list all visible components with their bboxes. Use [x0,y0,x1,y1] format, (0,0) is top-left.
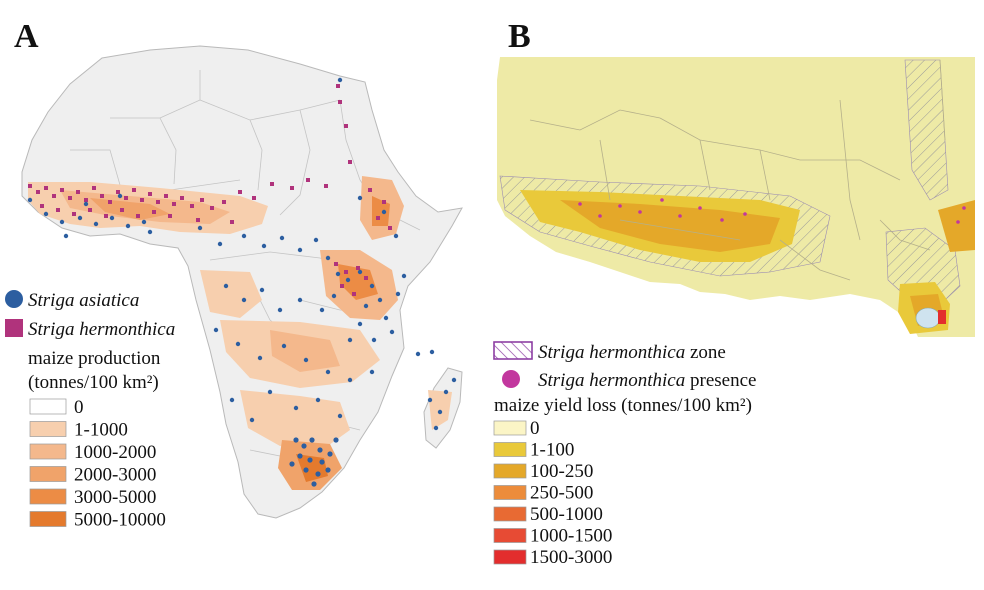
maize-production-swatch-2 [29,443,67,460]
africa-map [21,45,463,519]
yield-loss-swatch-0 [493,420,527,436]
yield-loss-ethiopia [938,200,975,252]
maize-production-label-5: 5000-10000 [74,510,166,531]
yield-loss-title: maize yield loss (tonnes/100 km²) [494,395,752,416]
yield-loss-label-0: 0 [530,418,540,439]
yield-loss-label-6: 1500-3000 [530,547,612,568]
maize-production-swatch-4 [29,488,67,505]
yield-loss-swatch-3 [493,485,527,500]
yield-loss-swatch-1 [493,442,527,457]
yield-loss-label-2: 100-250 [530,461,593,482]
panel-b-label: B [508,18,531,55]
maize-production-label-1: 1-1000 [74,420,128,441]
yield-loss-label-5: 1000-1500 [530,526,612,547]
striga-asiatica-legend-icon [5,290,23,308]
maize-production-label-2: 1000-2000 [74,442,156,463]
hermonthica-zone-legend-icon [493,341,533,360]
yield-loss-label-1: 1-100 [530,440,574,461]
maize-production-swatch-5 [29,511,67,527]
maize-production-title: maize production [28,348,161,369]
yield-loss-scale: 01-100100-250250-500500-10001000-1500150… [493,418,612,568]
panel-a-legend: Striga asiatica Striga hermonthica maize… [5,290,175,531]
yield-loss-label-3: 250-500 [530,483,593,504]
west-africa-map [497,57,975,337]
legend-hermonthica-presence: Striga hermonthica presence [538,370,756,391]
yield-loss-west-high [560,200,780,252]
maize-production-label-3: 2000-3000 [74,465,156,486]
legend-striga-asiatica: Striga asiatica [28,290,139,311]
hermonthica-presence-points [578,198,966,224]
yield-loss-swatch-6 [493,549,527,565]
hermonthica-zone-north [904,59,949,201]
panel-a-label: A [14,18,39,55]
panel-b-legend: Striga hermonthica zone Striga hermonthi… [493,341,756,568]
maize-production-scale: 01-10001000-20002000-30003000-50005000-1… [29,397,166,531]
hermonthica-presence-legend-icon [502,370,520,388]
striga-hermonthica-legend-icon [5,319,23,337]
striga-asiatica-points [27,77,457,487]
legend-hermonthica-zone: Striga hermonthica zone [538,342,726,363]
hermonthica-zone-east [885,227,961,301]
yield-loss-swatch-2 [493,463,527,479]
maize-production-label-0: 0 [74,397,84,418]
yield-loss-label-4: 500-1000 [530,504,603,525]
country-borders-b [529,59,946,281]
maize-production-swatch-3 [29,466,67,482]
maize-production-swatch-0 [29,398,67,415]
maize-production-label-4: 3000-5000 [74,487,156,508]
legend-striga-hermonthica: Striga hermonthica [28,319,175,340]
maize-production-swatch-1 [29,421,67,437]
maize-production-layer [28,176,452,490]
yield-loss-swatch-4 [493,506,527,522]
yield-loss-swatch-5 [493,528,527,543]
lake-victoria-b [915,307,941,329]
maize-production-unit: (tonnes/100 km²) [28,372,159,393]
yield-loss-hotspot [938,310,946,324]
striga-hermonthica-points [28,84,392,296]
